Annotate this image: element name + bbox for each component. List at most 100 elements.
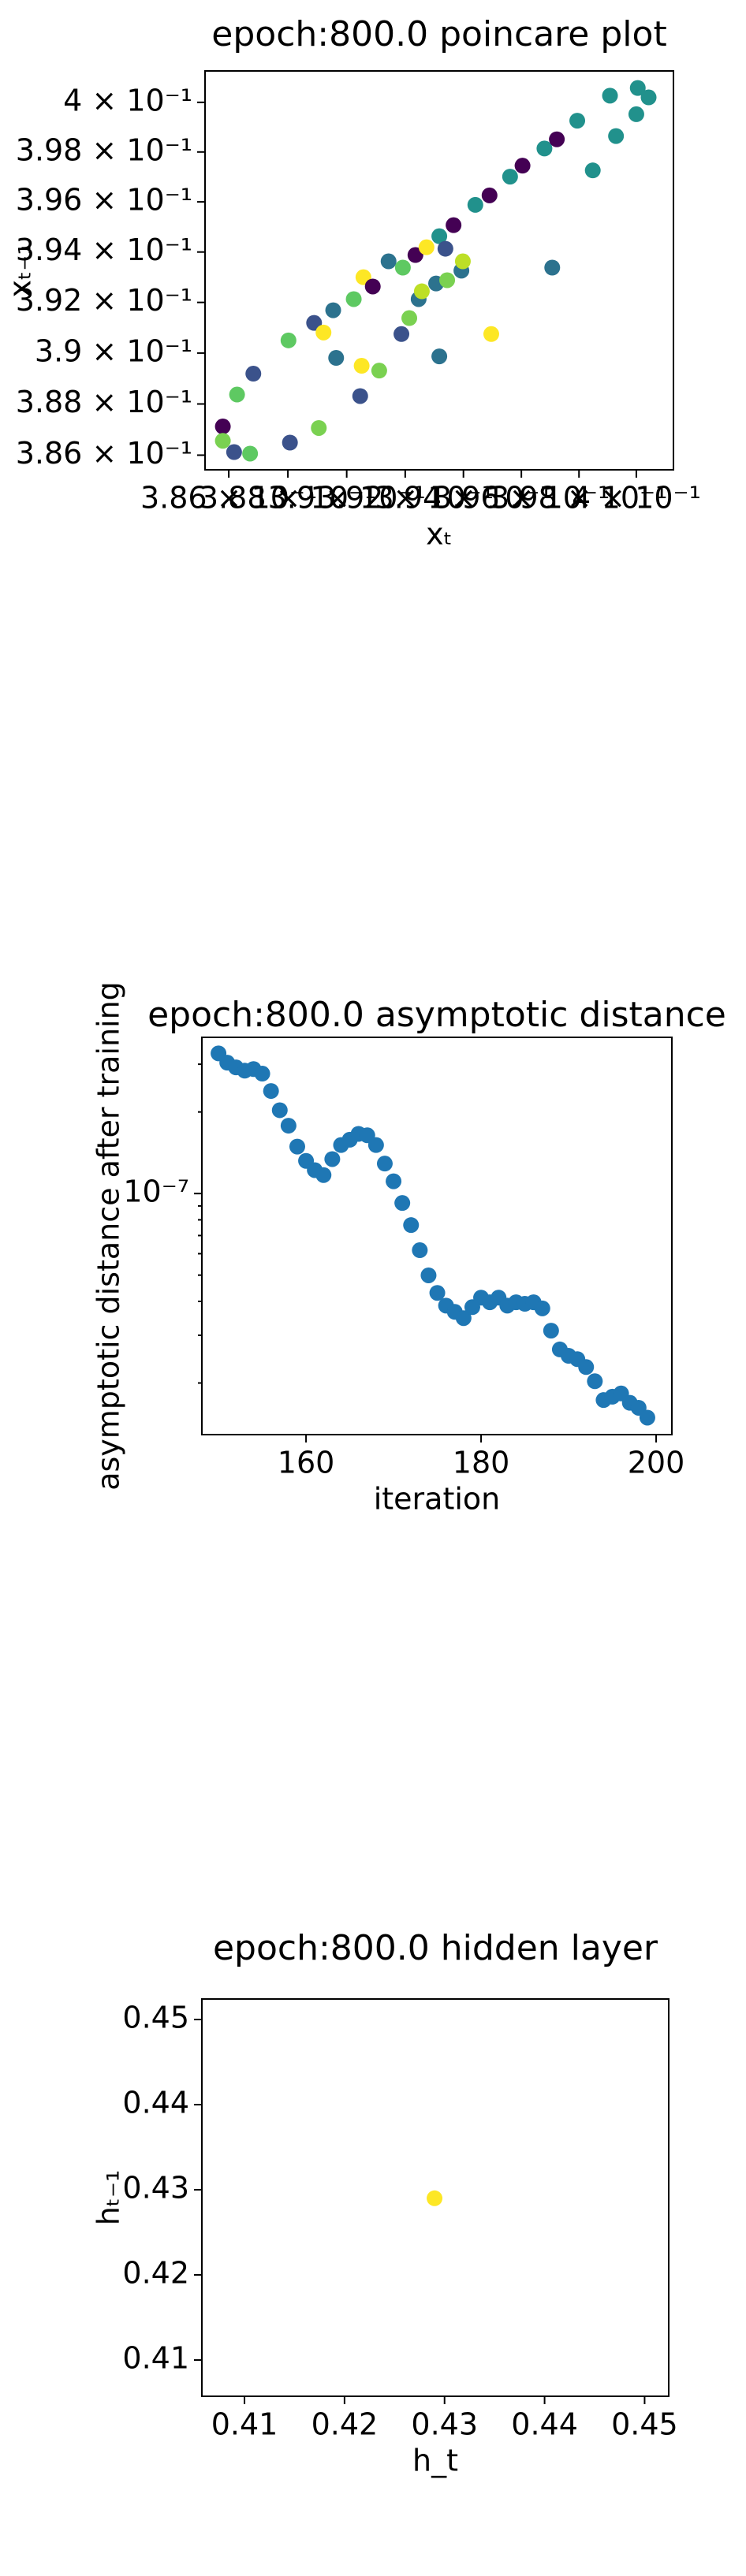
point: [602, 87, 618, 104]
point: [371, 363, 387, 379]
point: [271, 1102, 288, 1119]
x-axis-label: h_t: [412, 2444, 458, 2478]
chart-title: epoch:800.0 asymptotic distance: [147, 995, 726, 1035]
x-tick-label: 3.94 × 10⁻¹: [375, 481, 552, 516]
y-tick-label: 10⁻⁷: [123, 1174, 189, 1209]
point: [353, 358, 370, 374]
x-tick-label: 160: [278, 1446, 335, 1480]
point: [315, 324, 332, 341]
point: [455, 1310, 472, 1327]
point: [367, 1137, 384, 1153]
point: [386, 1173, 402, 1189]
x-tick-label: 180: [453, 1446, 510, 1480]
point: [431, 228, 448, 244]
point: [427, 2190, 443, 2206]
x-tick-label: 200: [628, 1446, 685, 1480]
point: [242, 445, 259, 462]
point: [394, 326, 410, 342]
point: [534, 1300, 550, 1316]
y-tick-label: 3.86 × 10⁻¹: [16, 436, 192, 471]
point: [549, 131, 565, 147]
y-tick-label: 0.43: [122, 2171, 189, 2206]
chart-title: epoch:800.0 hidden layer: [213, 1928, 658, 1968]
point: [380, 253, 397, 270]
point: [226, 444, 242, 460]
x-tick-label: 0.41: [211, 2407, 278, 2442]
point: [420, 1267, 437, 1283]
point: [437, 240, 453, 257]
point: [328, 350, 345, 367]
x-tick-label: 3.86 × 10⁻¹: [140, 481, 317, 516]
point: [413, 283, 430, 300]
point: [467, 196, 483, 213]
y-axis-label: hₜ₋₁: [91, 2170, 126, 2226]
point: [289, 1138, 305, 1155]
point: [628, 106, 644, 122]
point: [229, 386, 245, 403]
y-axis-label: asymptotic distance after training: [91, 981, 126, 1491]
point: [315, 1167, 332, 1183]
point: [401, 310, 418, 326]
y-tick-label: 3.96 × 10⁻¹: [16, 183, 192, 218]
point: [514, 158, 531, 174]
point: [311, 419, 327, 436]
point: [569, 113, 586, 129]
chart-title: epoch:800.0 poincare plot: [211, 14, 666, 54]
point: [345, 291, 362, 307]
point: [254, 1066, 270, 1082]
point: [282, 434, 298, 451]
point: [446, 217, 462, 233]
point: [578, 1359, 595, 1375]
point: [481, 187, 498, 203]
point: [412, 1242, 428, 1259]
x-tick-label: 0.43: [411, 2407, 478, 2442]
point: [454, 253, 471, 270]
y-tick-label: 3.94 × 10⁻¹: [16, 233, 192, 267]
point: [584, 162, 601, 179]
y-tick-label: 0.45: [122, 2001, 189, 2035]
point: [280, 1118, 297, 1134]
y-tick-label: 4 × 10⁻¹: [63, 83, 192, 117]
point: [429, 1285, 446, 1301]
point: [640, 89, 657, 106]
x-tick-label: 3.88 × 10⁻¹: [200, 481, 376, 516]
point: [324, 1151, 341, 1167]
y-tick-label: 3.9 × 10⁻¹: [35, 333, 192, 368]
point: [263, 1083, 279, 1100]
point: [214, 419, 231, 435]
point: [407, 247, 423, 263]
x-tick-label: 3.96 × 10⁻¹: [433, 481, 610, 516]
point: [587, 1373, 603, 1390]
y-tick-label: 3.88 × 10⁻¹: [16, 385, 192, 419]
x-tick-label: 0.44: [511, 2407, 578, 2442]
point: [394, 259, 411, 276]
x-tick-label: 3.9 × 10⁻¹: [268, 481, 426, 516]
point: [418, 239, 435, 255]
x-axis-label: iteration: [374, 1482, 501, 1517]
point: [376, 1156, 393, 1172]
point: [214, 433, 231, 449]
point: [364, 278, 381, 295]
point: [352, 388, 368, 404]
point: [245, 366, 262, 382]
y-axis-label: xₜ₋₁: [3, 244, 38, 298]
x-tick-label: 0.42: [311, 2407, 379, 2442]
y-tick-label: 0.41: [122, 2340, 189, 2375]
point: [439, 272, 456, 288]
point: [403, 1217, 420, 1234]
point: [608, 128, 625, 144]
point: [325, 302, 341, 318]
point: [543, 1323, 559, 1339]
point: [639, 1409, 655, 1426]
y-tick-label: 0.42: [122, 2256, 189, 2291]
point: [280, 332, 297, 348]
y-tick-label: 3.98 × 10⁻¹: [16, 132, 192, 167]
point: [431, 348, 448, 365]
y-tick-label: 3.92 × 10⁻¹: [16, 283, 192, 318]
point: [394, 1195, 411, 1212]
y-tick-label: 0.44: [122, 2086, 189, 2120]
axes-frame: [204, 70, 674, 471]
point: [306, 315, 323, 331]
x-tick-label: 0.45: [611, 2407, 678, 2442]
